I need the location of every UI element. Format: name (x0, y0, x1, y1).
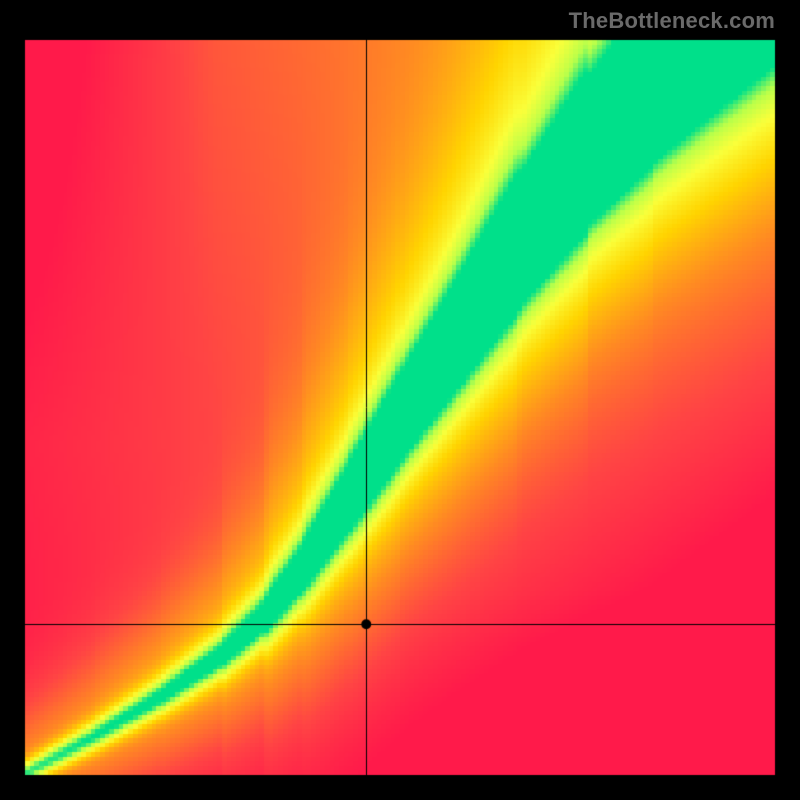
figure-container: TheBottleneck.com (0, 0, 800, 800)
heatmap-plot (0, 0, 800, 800)
watermark-text: TheBottleneck.com (569, 8, 775, 34)
